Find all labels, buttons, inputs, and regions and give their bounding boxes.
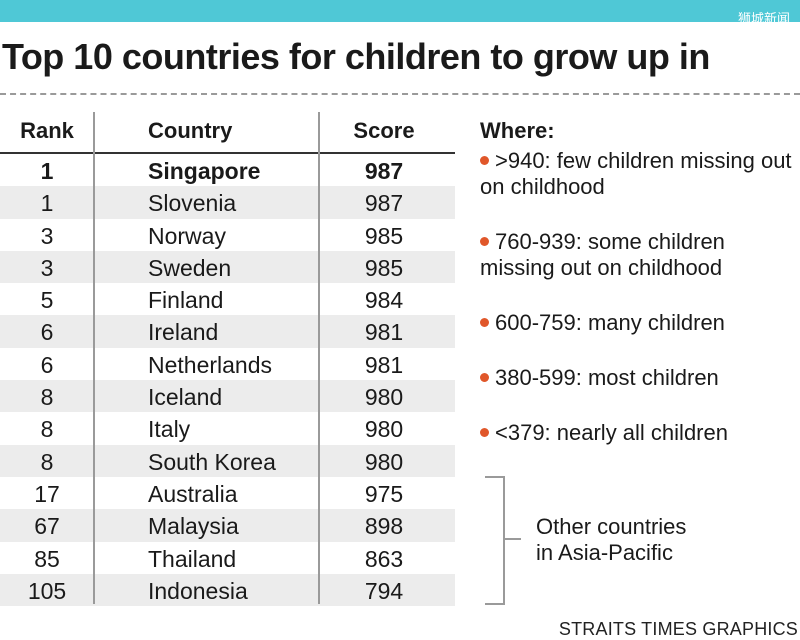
table-row: 67 Malaysia 898	[0, 509, 455, 542]
score-cell: 980	[364, 416, 404, 443]
table-row: 8 Italy 980	[0, 412, 455, 444]
table-row: 17 Australia 975	[0, 477, 455, 509]
table-row: 8 South Korea 980	[0, 444, 455, 477]
country-cell: Thailand	[148, 545, 237, 572]
rank-cell: 17	[34, 480, 60, 507]
top-banner	[0, 0, 800, 22]
rank-cell: 5	[40, 287, 54, 314]
rank-cell: 1	[40, 190, 54, 217]
score-cell: 987	[364, 190, 404, 217]
bracket-pointer	[503, 538, 521, 540]
rank-cell: 1	[40, 158, 54, 184]
source-credit: STRAITS TIMES GRAPHICS	[558, 619, 798, 639]
column-header-rank: Rank	[20, 118, 74, 143]
score-cell: 985	[364, 254, 404, 281]
table-row: 105 Indonesia 794	[0, 573, 455, 607]
rank-cell: 3	[40, 222, 54, 249]
bracket	[485, 476, 505, 605]
score-cell: 981	[364, 351, 404, 378]
rank-cell: 105	[27, 577, 67, 604]
bullet-icon	[480, 317, 489, 327]
rank-cell: 85	[34, 545, 60, 572]
table-row: 5 Finland 984	[0, 283, 455, 315]
score-cell: 975	[364, 480, 404, 507]
dashed-divider	[0, 93, 800, 95]
bullet-icon	[480, 427, 489, 437]
table-row: 6 Ireland 981	[0, 315, 455, 348]
score-cell: 981	[364, 319, 404, 346]
rank-cell: 8	[40, 416, 54, 443]
table-row: 1 Slovenia 987	[0, 186, 455, 219]
score-cell: 984	[364, 287, 404, 314]
legend-item: 380-599: most children	[480, 365, 795, 391]
table-body: 1 Singapore 987 1 Slovenia 987 3 Norway 985 3 Swed…	[0, 154, 455, 607]
score-cell: 985	[364, 222, 404, 249]
table-row: 85 Thailand 863	[0, 542, 455, 574]
country-cell: Finland	[148, 287, 224, 314]
rank-cell: 67	[34, 513, 60, 540]
watermark: 狮城新闻	[737, 12, 790, 27]
rank-cell: 6	[40, 351, 54, 378]
table-row: 1 Singapore 987	[0, 154, 455, 186]
score-cell: 980	[364, 384, 404, 411]
table-row: 3 Sweden 985	[0, 250, 455, 284]
score-cell: 794	[364, 577, 404, 604]
bullet-icon	[480, 372, 489, 382]
country-cell: Singapore	[148, 158, 261, 184]
ranking-table: Rank Country Score 1 Singapore 987 1 Sloveni…	[0, 112, 455, 607]
column-header-score: Score	[353, 118, 415, 143]
rank-cell: 6	[40, 319, 54, 346]
rank-cell: 8	[40, 384, 54, 411]
country-cell: Iceland	[148, 384, 223, 411]
country-cell: Sweden	[148, 254, 232, 281]
legend-item: 760-939: some children missing out on ch…	[480, 229, 725, 280]
country-cell: Indonesia	[148, 577, 248, 604]
country-cell: Norway	[148, 222, 226, 249]
country-cell: South Korea	[148, 448, 276, 475]
asia-pacific-note: Other countries in Asia-Pacific	[536, 514, 687, 565]
column-divider	[318, 112, 320, 604]
column-divider	[93, 112, 95, 604]
bullet-icon	[480, 155, 489, 165]
column-header-country: Country	[148, 118, 233, 143]
score-cell: 987	[364, 158, 404, 184]
rank-cell: 8	[40, 448, 54, 475]
legend-title: Where:	[480, 118, 555, 143]
table-header: Rank Country Score	[0, 112, 455, 154]
country-cell: Malaysia	[148, 513, 239, 540]
table-row: 8 Iceland 980	[0, 380, 455, 413]
chart-title: Top 10 countries for children to grow up…	[2, 36, 710, 77]
table-row: 6 Netherlands 981	[0, 348, 455, 380]
country-cell: Slovenia	[148, 190, 237, 217]
bullet-icon	[480, 236, 489, 246]
legend-item: >940: few children missing out on childh…	[480, 148, 792, 199]
legend-item: 600-759: many children	[480, 310, 795, 336]
rank-cell: 3	[40, 254, 54, 281]
country-cell: Ireland	[148, 319, 219, 346]
country-cell: Italy	[148, 416, 191, 443]
country-cell: Netherlands	[148, 351, 273, 378]
score-cell: 898	[364, 513, 404, 540]
country-cell: Australia	[148, 480, 238, 507]
legend: Where: >940: few children missing out on…	[480, 118, 795, 445]
legend-item: <379: nearly all children	[480, 420, 795, 446]
score-cell: 863	[364, 545, 404, 572]
score-cell: 980	[364, 448, 404, 475]
table-row: 3 Norway 985	[0, 219, 455, 251]
